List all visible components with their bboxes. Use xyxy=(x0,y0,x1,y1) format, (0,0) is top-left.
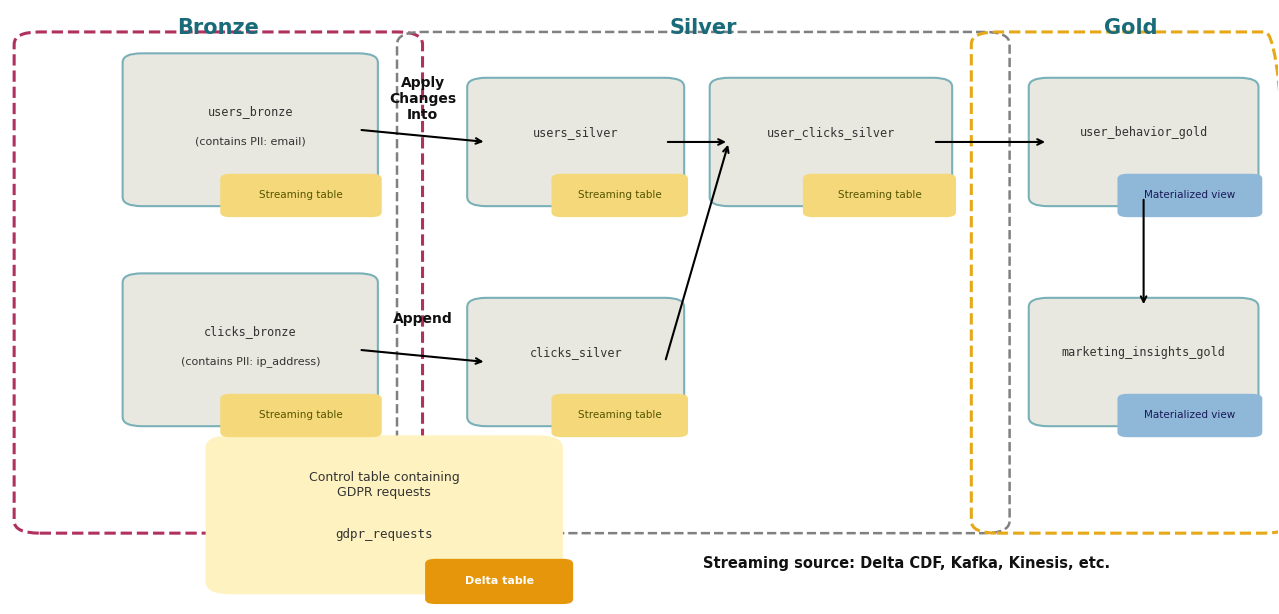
FancyBboxPatch shape xyxy=(220,174,381,217)
Text: clicks_silver: clicks_silver xyxy=(530,346,622,359)
FancyBboxPatch shape xyxy=(220,394,381,437)
Text: users_bronze: users_bronze xyxy=(207,105,293,118)
Text: (contains PII: email): (contains PII: email) xyxy=(194,137,306,147)
Text: Streaming table: Streaming table xyxy=(578,190,661,200)
Text: Streaming table: Streaming table xyxy=(260,411,343,421)
Text: gdpr_requests: gdpr_requests xyxy=(335,529,434,542)
FancyBboxPatch shape xyxy=(1118,394,1262,437)
FancyBboxPatch shape xyxy=(1028,78,1259,206)
Text: Streaming table: Streaming table xyxy=(578,411,661,421)
FancyBboxPatch shape xyxy=(710,78,952,206)
Text: Delta table: Delta table xyxy=(464,577,533,586)
FancyBboxPatch shape xyxy=(1118,174,1262,217)
Text: user_behavior_gold: user_behavior_gold xyxy=(1079,126,1207,139)
Text: Materialized view: Materialized view xyxy=(1145,190,1236,200)
FancyBboxPatch shape xyxy=(1028,298,1259,426)
FancyBboxPatch shape xyxy=(206,435,563,594)
Text: users_silver: users_silver xyxy=(533,126,619,139)
Text: Materialized view: Materialized view xyxy=(1145,411,1236,421)
FancyBboxPatch shape xyxy=(123,53,377,206)
Text: Append: Append xyxy=(393,313,453,326)
FancyBboxPatch shape xyxy=(467,298,684,426)
Text: Bronze: Bronze xyxy=(178,18,260,38)
Text: Silver: Silver xyxy=(670,18,737,38)
FancyBboxPatch shape xyxy=(551,174,688,217)
FancyBboxPatch shape xyxy=(123,273,377,426)
Text: user_clicks_silver: user_clicks_silver xyxy=(767,126,895,139)
FancyBboxPatch shape xyxy=(803,174,955,217)
Text: Streaming source: Delta CDF, Kafka, Kinesis, etc.: Streaming source: Delta CDF, Kafka, Kine… xyxy=(703,556,1110,571)
Text: marketing_insights_gold: marketing_insights_gold xyxy=(1062,346,1225,359)
Text: clicks_bronze: clicks_bronze xyxy=(203,325,297,338)
Text: Control table containing
GDPR requests: Control table containing GDPR requests xyxy=(310,471,459,499)
Text: (contains PII: ip_address): (contains PII: ip_address) xyxy=(180,357,320,367)
Text: Apply
Changes
Into: Apply Changes Into xyxy=(389,76,457,122)
Text: Gold: Gold xyxy=(1104,18,1157,38)
Text: Streaming table: Streaming table xyxy=(260,190,343,200)
FancyBboxPatch shape xyxy=(467,78,684,206)
FancyBboxPatch shape xyxy=(425,559,573,604)
Text: Streaming table: Streaming table xyxy=(838,190,921,200)
FancyBboxPatch shape xyxy=(551,394,688,437)
